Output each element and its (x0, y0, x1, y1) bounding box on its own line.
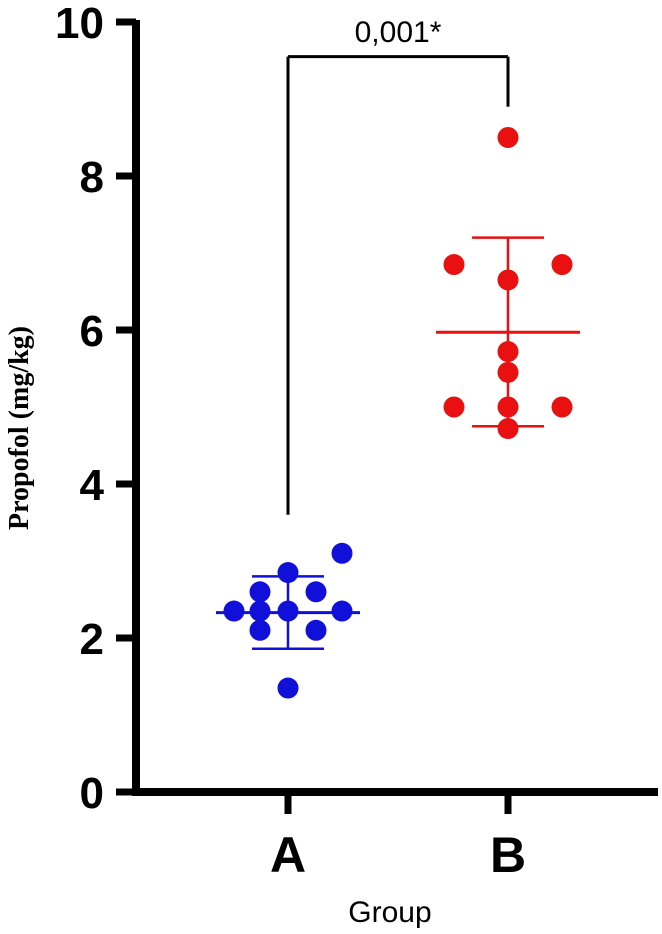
x-tick-label: A (270, 827, 306, 883)
data-point (331, 542, 353, 564)
y-axis-label: Propofol (mg/kg) (4, 326, 35, 530)
data-point (497, 396, 519, 418)
data-point (277, 600, 299, 622)
y-tick-label: 0 (80, 769, 104, 818)
data-point (497, 127, 519, 148)
data-point (551, 254, 573, 276)
x-axis-label: Group (348, 896, 431, 929)
y-tick-label: 10 (55, 0, 104, 48)
data-point (223, 600, 245, 622)
data-point (277, 677, 299, 699)
data-point (443, 396, 465, 418)
data-point (305, 619, 327, 641)
data-point (249, 581, 271, 603)
data-point (249, 600, 271, 622)
y-ticks: 0 2 4 6 8 10 (55, 0, 136, 818)
data-point (443, 254, 465, 276)
data-point (331, 600, 353, 622)
y-tick-label: 4 (80, 461, 105, 510)
x-tick-label: B (490, 827, 526, 883)
significance-bracket: 0,001* (286, 16, 510, 515)
data-point (249, 619, 271, 641)
data-point (305, 581, 327, 603)
data-point (551, 396, 573, 418)
y-tick-label: 6 (80, 307, 104, 356)
data-point (497, 418, 519, 440)
data-point (497, 361, 519, 383)
data-point (497, 341, 519, 363)
error-bars (216, 236, 580, 651)
data-point (277, 562, 299, 584)
significance-label: 0,001* (355, 16, 442, 49)
y-tick-label: 8 (80, 153, 104, 202)
data-points (223, 127, 573, 699)
y-tick-label: 2 (80, 615, 104, 664)
data-point (497, 269, 519, 291)
